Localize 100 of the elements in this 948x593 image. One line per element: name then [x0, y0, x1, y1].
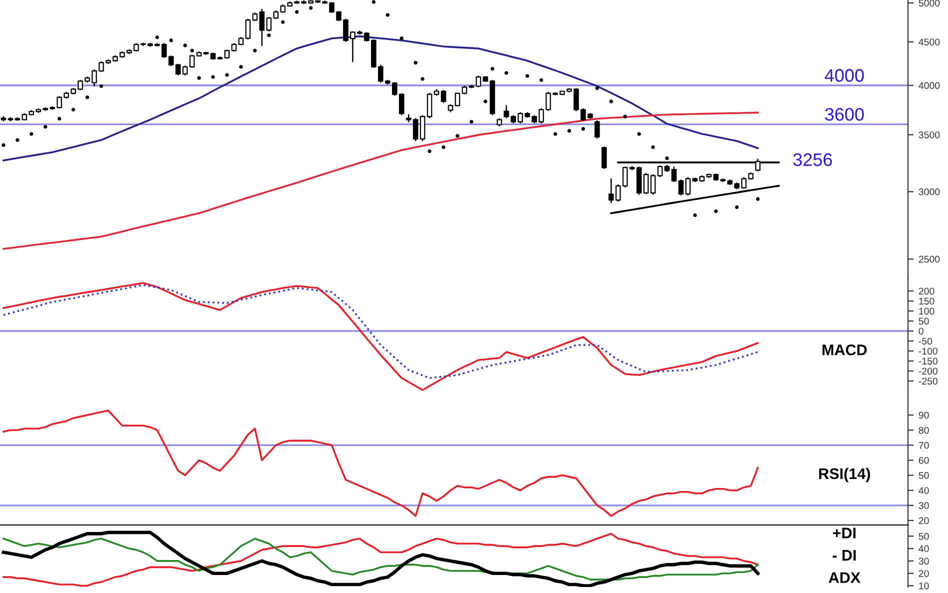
y-tick-label: -100	[918, 348, 938, 355]
point	[595, 86, 600, 90]
y-tick-label: 80	[918, 426, 929, 434]
point	[414, 60, 418, 65]
candlestick	[671, 166, 677, 183]
point	[190, 48, 194, 52]
ref-line-label: 3600	[825, 108, 864, 121]
point	[442, 145, 446, 150]
y-tick-label: 40	[918, 487, 929, 494]
point	[253, 48, 257, 52]
y-tick-label: 20	[918, 517, 929, 524]
point	[428, 149, 432, 154]
y-tick-label: 50	[918, 532, 929, 540]
point	[386, 13, 390, 17]
point	[637, 132, 641, 136]
point	[99, 84, 104, 88]
y-tick-label: 4000	[918, 82, 940, 90]
point	[183, 44, 187, 48]
candlestick	[685, 176, 691, 196]
annotation: 3256	[793, 153, 832, 166]
candlestick	[650, 174, 656, 196]
point	[553, 132, 558, 136]
y-tick-label: 3000	[918, 188, 940, 196]
y-tick-label: 10	[919, 582, 929, 590]
y-tick-label: 30	[918, 558, 929, 565]
line-series	[2, 538, 759, 580]
point	[526, 74, 530, 78]
point	[735, 205, 739, 209]
y-tick-label: 50	[918, 318, 929, 325]
candlestick	[594, 120, 600, 140]
point	[295, 10, 299, 14]
point	[400, 36, 404, 40]
candlestick	[189, 54, 195, 68]
y-tick-label: -200	[918, 368, 938, 375]
annotation: RSI(14)	[819, 468, 870, 482]
candlestick	[420, 114, 426, 142]
y-tick-label: 50	[918, 472, 929, 479]
point	[72, 108, 76, 112]
point	[267, 33, 271, 38]
point	[225, 73, 229, 77]
annotation: MACD	[822, 344, 867, 356]
point	[504, 71, 508, 75]
y-tick-label: 70	[918, 442, 929, 449]
y-tick-label: 60	[918, 456, 929, 464]
y-tick-label: -150	[918, 358, 938, 365]
line-series	[2, 112, 759, 250]
point	[30, 132, 34, 136]
annotation: +DI	[832, 528, 856, 538]
point	[85, 95, 90, 100]
point	[714, 209, 718, 213]
point	[651, 145, 655, 150]
point	[211, 75, 215, 79]
candlestick	[476, 75, 482, 88]
point	[44, 124, 48, 129]
point	[197, 76, 201, 80]
point	[693, 213, 697, 218]
candlestick	[440, 89, 446, 104]
annotation: ADX	[828, 572, 860, 583]
y-tick-label: 40	[918, 545, 929, 552]
candlestick	[426, 92, 432, 119]
y-tick-label: 200	[918, 288, 934, 295]
candlestick	[454, 92, 460, 107]
y-tick-label: 2500	[918, 256, 940, 263]
point	[169, 38, 173, 42]
y-tick-label: -50	[918, 338, 932, 345]
annotation: - DI	[832, 550, 856, 561]
y-tick-label: 30	[918, 502, 929, 510]
point	[623, 114, 627, 118]
y-tick-label: 4500	[918, 38, 940, 46]
line-series	[2, 410, 759, 517]
point	[308, 6, 313, 10]
point	[581, 127, 586, 131]
y-tick-label: 150	[919, 298, 934, 305]
y-tick-label: 3500	[918, 131, 940, 138]
point	[539, 78, 544, 82]
candlestick	[678, 178, 684, 196]
point	[490, 66, 494, 71]
point	[609, 100, 613, 104]
y-tick-label: 100	[919, 308, 934, 315]
candlestick	[259, 8, 265, 47]
point	[756, 197, 760, 201]
point	[16, 138, 20, 142]
point	[58, 116, 62, 121]
candlestick	[602, 146, 607, 170]
point	[420, 77, 424, 81]
point	[155, 35, 159, 40]
y-tick-label: 20	[918, 570, 929, 577]
candlestick	[657, 164, 663, 178]
y-tick-label: 5000	[918, 0, 940, 7]
y-tick-label: 90	[918, 412, 929, 419]
point	[470, 120, 474, 124]
point	[2, 143, 6, 147]
ref-line-label: 4000	[824, 69, 864, 82]
point	[665, 156, 669, 160]
y-tick-label: 0	[918, 328, 924, 335]
point	[372, 0, 376, 4]
candlestick	[643, 172, 649, 195]
point	[281, 20, 285, 24]
y-tick-label: -250	[918, 378, 938, 385]
point	[484, 100, 488, 104]
